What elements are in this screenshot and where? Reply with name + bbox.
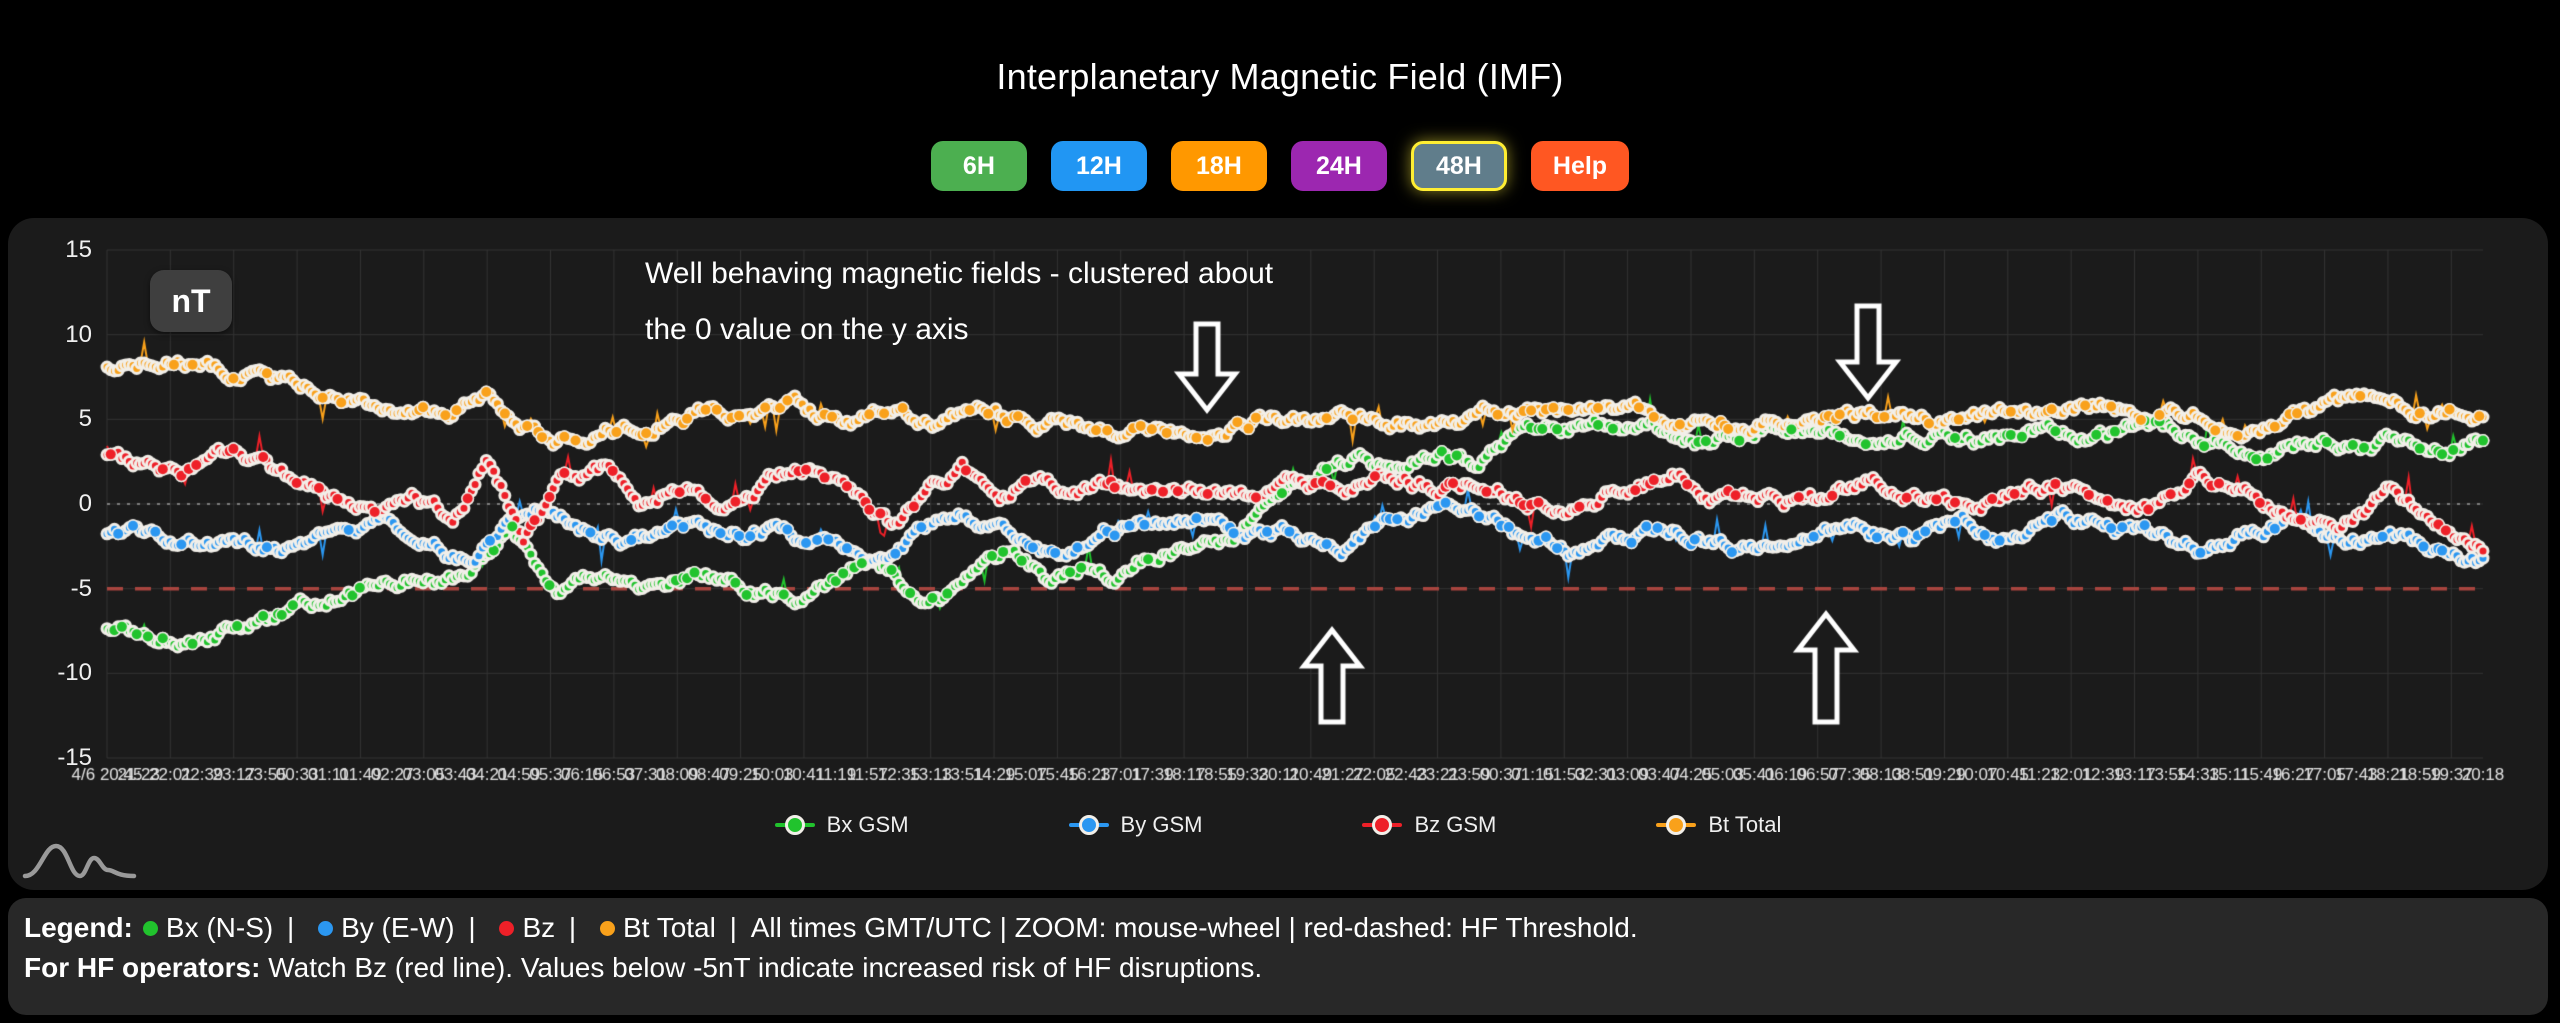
footer-series-label: Bx (N-S) bbox=[165, 912, 274, 943]
footer-series-label: Bt Total bbox=[622, 912, 716, 943]
footer-bullet-bz bbox=[499, 921, 515, 937]
unit-badge: nT bbox=[150, 270, 232, 332]
legend-line-rest: All times GMT/UTC | ZOOM: mouse-wheel | … bbox=[750, 912, 1638, 943]
separator: | bbox=[721, 912, 745, 943]
legend-marker-dot bbox=[1666, 815, 1687, 835]
annotation-line-1: Well behaving magnetic fields - clustere… bbox=[645, 257, 1274, 290]
legend-marker-dot bbox=[1372, 815, 1393, 835]
legend-label: Bx GSM bbox=[826, 812, 909, 837]
legend-marker bbox=[1068, 815, 1109, 835]
timeframe-button-6h[interactable]: 6H bbox=[930, 141, 1027, 191]
series-legend: Bx GSM By GSM Bz GSM Bt Total bbox=[8, 812, 2548, 838]
legend-item-by-gsm[interactable]: By GSM bbox=[1068, 812, 1203, 838]
legend-line-label: Legend: bbox=[24, 912, 133, 943]
footer-bullet-by bbox=[318, 921, 334, 937]
y-tick--10: -10 bbox=[57, 659, 92, 687]
timeframe-buttons: 6H 12H 18H 24H 48H Help bbox=[0, 141, 2560, 191]
legend-item-bx-gsm[interactable]: Bx GSM bbox=[774, 812, 909, 838]
legend-marker bbox=[1362, 815, 1403, 835]
info-panel: Legend: Bx (N-S) | By (E-W) | Bz | Bt Tot… bbox=[8, 898, 2548, 1015]
legend-label: Bz GSM bbox=[1414, 812, 1497, 837]
footer-series-label: By (E-W) bbox=[341, 912, 455, 943]
separator: | bbox=[460, 912, 484, 943]
hf-line-label: For HF operators: bbox=[24, 952, 261, 983]
y-tick--5: -5 bbox=[70, 574, 92, 602]
imf-chart-panel: 15 10 5 0 -5 -10 -15 nT Well behaving magnetic… bbox=[8, 218, 2548, 890]
y-tick--15: -15 bbox=[57, 744, 92, 771]
chart-annotation: Well behaving magnetic fields - clustere… bbox=[645, 246, 1273, 358]
timeframe-button-help[interactable]: Help bbox=[1530, 141, 1630, 191]
legend-label: By GSM bbox=[1120, 812, 1203, 837]
legend-label: Bt Total bbox=[1708, 812, 1782, 837]
footer-bullet-bx bbox=[142, 921, 158, 937]
annotation-line-2: the 0 value on the y axis bbox=[645, 313, 969, 346]
legend-item-bz-gsm[interactable]: Bz GSM bbox=[1362, 812, 1496, 838]
legend-line-items: Bx (N-S) | By (E-W) | Bz | Bt Total | bbox=[133, 912, 751, 943]
hf-line-text: Watch Bz (red line). Values below -5nT i… bbox=[268, 952, 1263, 983]
y-tick-5: 5 bbox=[78, 405, 92, 433]
y-tick-15: 15 bbox=[65, 236, 92, 263]
timeframe-button-48h[interactable]: 48H bbox=[1410, 141, 1507, 191]
y-tick-10: 10 bbox=[65, 320, 92, 348]
footer-series-label: Bz bbox=[522, 912, 556, 943]
legend-marker-dot bbox=[1078, 815, 1099, 835]
footer-bullet-bt bbox=[599, 921, 615, 937]
imf-chart-canvas[interactable] bbox=[8, 218, 2548, 890]
legend-marker-dot bbox=[784, 815, 805, 835]
y-tick-0: 0 bbox=[78, 490, 92, 517]
separator: | bbox=[279, 912, 303, 943]
timeframe-button-18h[interactable]: 18H bbox=[1170, 141, 1267, 191]
legend-line: Legend: Bx (N-S) | By (E-W) | Bz | Bt Tot… bbox=[24, 908, 2548, 948]
separator: | bbox=[561, 912, 584, 943]
legend-marker bbox=[1656, 815, 1697, 835]
page-title: Interplanetary Magnetic Field (IMF) bbox=[996, 56, 1564, 97]
timeframe-button-24h[interactable]: 24H bbox=[1290, 141, 1387, 191]
hf-line: For HF operators: Watch Bz (red line). V… bbox=[24, 948, 2548, 988]
logo-waveform-icon bbox=[22, 843, 137, 879]
legend-item-bt-total[interactable]: Bt Total bbox=[1656, 812, 1781, 838]
timeframe-button-12h[interactable]: 12H bbox=[1050, 141, 1147, 191]
legend-marker bbox=[774, 815, 815, 835]
